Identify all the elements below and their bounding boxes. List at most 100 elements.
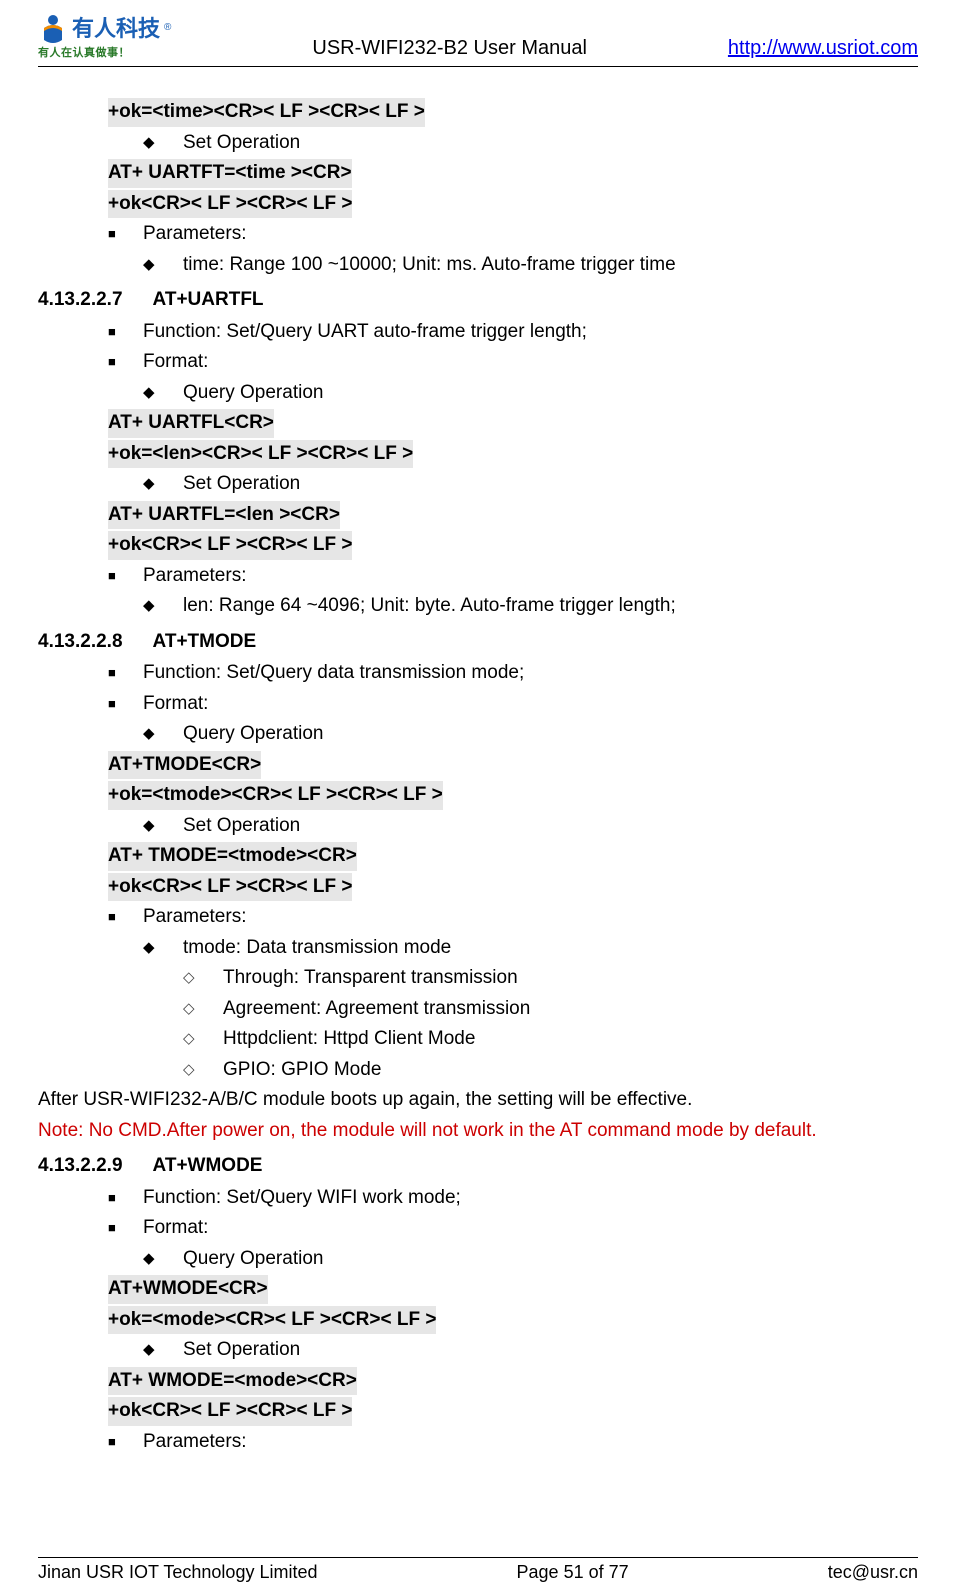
- square-bullet-icon: [108, 659, 143, 688]
- footer-page-number: Page 51 of 77: [517, 1562, 629, 1583]
- section-title: AT+UARTFL: [153, 286, 264, 315]
- list-item: Set Operation: [38, 1335, 918, 1366]
- list-item-text: Agreement: Agreement transmission: [223, 995, 530, 1024]
- square-bullet-icon: [108, 220, 143, 249]
- list-item: len: Range 64 ~4096; Unit: byte. Auto-fr…: [38, 591, 918, 622]
- document-body: +ok=<time><CR>< LF ><CR>< LF >Set Operat…: [38, 67, 918, 1457]
- list-item-text: Parameters:: [143, 903, 246, 932]
- code-text: +ok=<len><CR>< LF ><CR>< LF >: [108, 440, 413, 469]
- diamond-bullet-icon: [143, 1336, 183, 1365]
- list-item-text: len: Range 64 ~4096; Unit: byte. Auto-fr…: [183, 592, 676, 621]
- list-item: Through: Transparent transmission: [38, 963, 918, 994]
- list-item: Set Operation: [38, 811, 918, 842]
- page-header: 有人科技 ® 有人在认真做事！ USR-WIFI232-B2 User Manu…: [38, 10, 918, 67]
- code-line: +ok=<time><CR>< LF ><CR>< LF >: [38, 97, 918, 128]
- list-item-text: Function: Set/Query UART auto-frame trig…: [143, 318, 587, 347]
- list-item: tmode: Data transmission mode: [38, 933, 918, 964]
- footer-company: Jinan USR IOT Technology Limited: [38, 1562, 317, 1583]
- list-item: Format:: [38, 347, 918, 378]
- section-number: 4.13.2.2.9: [38, 1152, 123, 1181]
- paragraph-line: After USR-WIFI232-A/B/C module boots up …: [38, 1085, 918, 1116]
- list-item-text: Set Operation: [183, 470, 300, 499]
- square-bullet-icon: [108, 318, 143, 347]
- section-heading: 4.13.2.2.8 AT+TMODE: [38, 622, 918, 659]
- code-text: +ok<CR>< LF ><CR>< LF >: [108, 873, 352, 902]
- code-text: AT+ UARTFL=<len ><CR>: [108, 501, 340, 530]
- code-line: +ok<CR>< LF ><CR>< LF >: [38, 872, 918, 903]
- registered-mark-icon: ®: [164, 22, 171, 33]
- footer-email: tec@usr.cn: [828, 1562, 918, 1583]
- list-item-text: Query Operation: [183, 379, 323, 408]
- text: After USR-WIFI232-A/B/C module boots up …: [38, 1086, 692, 1115]
- logo-row: 有人科技 ®: [38, 10, 171, 44]
- list-item-text: Format:: [143, 690, 208, 719]
- code-text: AT+ TMODE=<tmode><CR>: [108, 842, 357, 871]
- diamond-bullet-icon: [143, 812, 183, 841]
- brand-logo: 有人科技 ® 有人在认真做事！: [38, 10, 171, 60]
- list-item: Agreement: Agreement transmission: [38, 994, 918, 1025]
- code-line: AT+ WMODE=<mode><CR>: [38, 1366, 918, 1397]
- code-text: +ok=<tmode><CR>< LF ><CR>< LF >: [108, 781, 443, 810]
- list-item: Set Operation: [38, 128, 918, 159]
- list-item-text: time: Range 100 ~10000; Unit: ms. Auto-f…: [183, 251, 676, 280]
- list-item-text: Parameters:: [143, 220, 246, 249]
- code-line: +ok<CR>< LF ><CR>< LF >: [38, 1396, 918, 1427]
- diamond-bullet-icon: [143, 129, 183, 158]
- hollow-diamond-bullet-icon: [183, 1056, 223, 1085]
- code-text: AT+WMODE<CR>: [108, 1275, 268, 1304]
- diamond-bullet-icon: [143, 1245, 183, 1274]
- code-line: AT+ UARTFL<CR>: [38, 408, 918, 439]
- section-title: AT+TMODE: [153, 628, 257, 657]
- list-item-text: Query Operation: [183, 1245, 323, 1274]
- code-text: AT+ UARTFT=<time ><CR>: [108, 159, 352, 188]
- code-text: +ok<CR>< LF ><CR>< LF >: [108, 190, 352, 219]
- code-line: +ok=<tmode><CR>< LF ><CR>< LF >: [38, 780, 918, 811]
- page-footer: Jinan USR IOT Technology Limited Page 51…: [38, 1557, 918, 1583]
- header-link-wrap: http://www.usriot.com: [728, 37, 918, 60]
- list-item-text: Set Operation: [183, 1336, 300, 1365]
- diamond-bullet-icon: [143, 720, 183, 749]
- list-item-text: Httpdclient: Httpd Client Mode: [223, 1025, 475, 1054]
- list-item: Function: Set/Query WIFI work mode;: [38, 1183, 918, 1214]
- code-text: +ok<CR>< LF ><CR>< LF >: [108, 1397, 352, 1426]
- code-line: +ok<CR>< LF ><CR>< LF >: [38, 530, 918, 561]
- header-link[interactable]: http://www.usriot.com: [728, 37, 918, 59]
- diamond-bullet-icon: [143, 251, 183, 280]
- list-item: Httpdclient: Httpd Client Mode: [38, 1024, 918, 1055]
- code-line: AT+WMODE<CR>: [38, 1274, 918, 1305]
- document-title: USR-WIFI232-B2 User Manual: [312, 37, 587, 60]
- brand-glyph-icon: [38, 10, 68, 44]
- code-line: +ok<CR>< LF ><CR>< LF >: [38, 189, 918, 220]
- list-item-text: Parameters:: [143, 562, 246, 591]
- code-line: AT+TMODE<CR>: [38, 750, 918, 781]
- list-item: Set Operation: [38, 469, 918, 500]
- list-item: Parameters:: [38, 219, 918, 250]
- code-text: +ok<CR>< LF ><CR>< LF >: [108, 531, 352, 560]
- square-bullet-icon: [108, 348, 143, 377]
- list-item-text: Function: Set/Query data transmission mo…: [143, 659, 524, 688]
- diamond-bullet-icon: [143, 470, 183, 499]
- list-item: Query Operation: [38, 1244, 918, 1275]
- header-left: 有人科技 ® 有人在认真做事！: [38, 10, 171, 60]
- code-line: AT+ UARTFL=<len ><CR>: [38, 500, 918, 531]
- code-line: AT+ TMODE=<tmode><CR>: [38, 841, 918, 872]
- list-item-text: Query Operation: [183, 720, 323, 749]
- list-item-text: Through: Transparent transmission: [223, 964, 518, 993]
- hollow-diamond-bullet-icon: [183, 995, 223, 1024]
- section-number: 4.13.2.2.7: [38, 286, 123, 315]
- square-bullet-icon: [108, 903, 143, 932]
- section-number: 4.13.2.2.8: [38, 628, 123, 657]
- list-item: Parameters:: [38, 902, 918, 933]
- diamond-bullet-icon: [143, 592, 183, 621]
- list-item: GPIO: GPIO Mode: [38, 1055, 918, 1086]
- code-line: +ok=<len><CR>< LF ><CR>< LF >: [38, 439, 918, 470]
- list-item: Parameters:: [38, 1427, 918, 1458]
- square-bullet-icon: [108, 1184, 143, 1213]
- square-bullet-icon: [108, 1214, 143, 1243]
- list-item: Query Operation: [38, 719, 918, 750]
- section-heading: 4.13.2.2.7 AT+UARTFL: [38, 280, 918, 317]
- list-item: Function: Set/Query UART auto-frame trig…: [38, 317, 918, 348]
- code-text: +ok=<mode><CR>< LF ><CR>< LF >: [108, 1306, 436, 1335]
- list-item: time: Range 100 ~10000; Unit: ms. Auto-f…: [38, 250, 918, 281]
- section-heading: 4.13.2.2.9AT+WMODE: [38, 1146, 918, 1183]
